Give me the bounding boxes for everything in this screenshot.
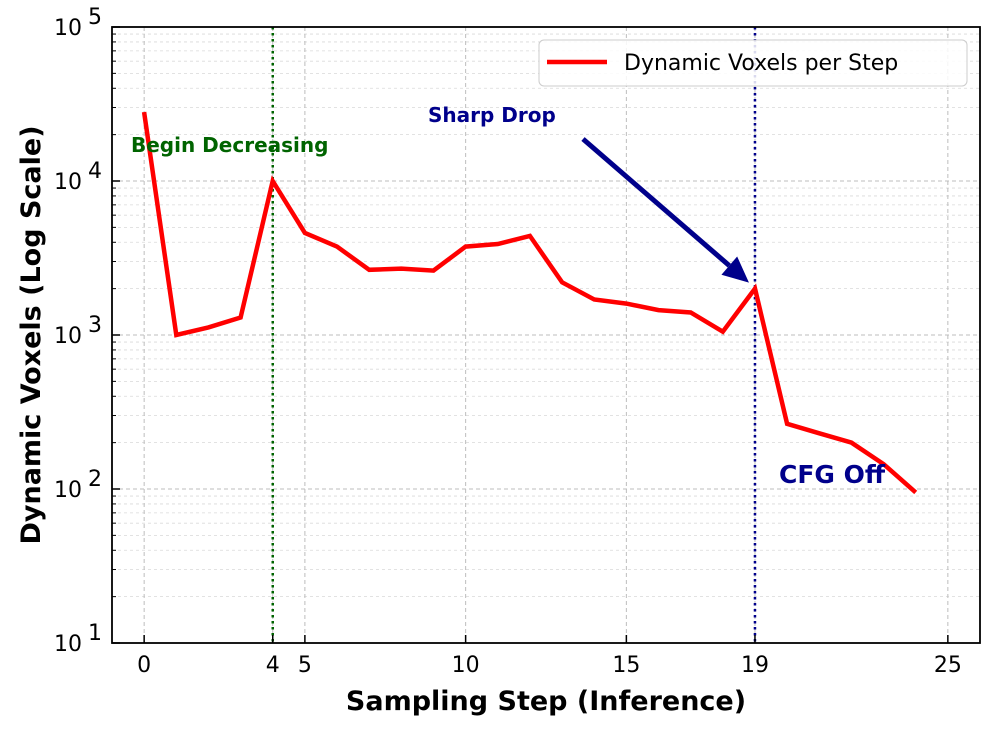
x-tick-label: 10 [452, 653, 480, 678]
y-axis-title: Dynamic Voxels (Log Scale) [16, 125, 47, 544]
reference-lines [271, 27, 757, 643]
legend: Dynamic Voxels per Step [538, 39, 968, 87]
minor-grid [112, 33, 980, 598]
y-tick-label: 10 [54, 324, 82, 349]
x-tick-label: 5 [298, 653, 312, 678]
begin-decreasing-label: Begin Decreasing [131, 133, 328, 157]
sharp-drop-label: Sharp Drop [428, 103, 556, 127]
y-tick-label: 10 [54, 632, 82, 657]
x-tick-label: 19 [741, 653, 769, 678]
x-tick-label: 0 [137, 653, 151, 678]
y-tick-exponent: 5 [88, 5, 102, 30]
axis-ticks: 10 110 210 310 410 50 4 5 10 15 19 25 [54, 5, 962, 678]
legend-box [538, 39, 968, 87]
sharp-drop-arrow-shaft [581, 137, 731, 268]
x-axis-title: Sampling Step (Inference) [346, 686, 746, 717]
y-tick-label: 10 [54, 170, 82, 195]
series-layer [141, 111, 918, 495]
series-line [141, 111, 918, 495]
x-tick-label: 25 [934, 653, 962, 678]
y-tick-label: 10 [54, 16, 82, 41]
y-tick-label: 10 [54, 478, 82, 503]
x-tick-label: 4 [266, 653, 280, 678]
y-tick-exponent: 2 [88, 467, 102, 492]
annotations: Begin Decreasing Sharp Drop CFG Off [131, 103, 886, 489]
sharp-drop-arrow-head [721, 256, 749, 283]
cfg-off-label: CFG Off [779, 460, 886, 489]
legend-label: Dynamic Voxels per Step [624, 51, 898, 76]
x-tick-label: 15 [612, 653, 640, 678]
y-tick-exponent: 4 [88, 159, 102, 184]
y-tick-exponent: 1 [88, 621, 102, 646]
y-tick-exponent: 3 [88, 313, 102, 338]
